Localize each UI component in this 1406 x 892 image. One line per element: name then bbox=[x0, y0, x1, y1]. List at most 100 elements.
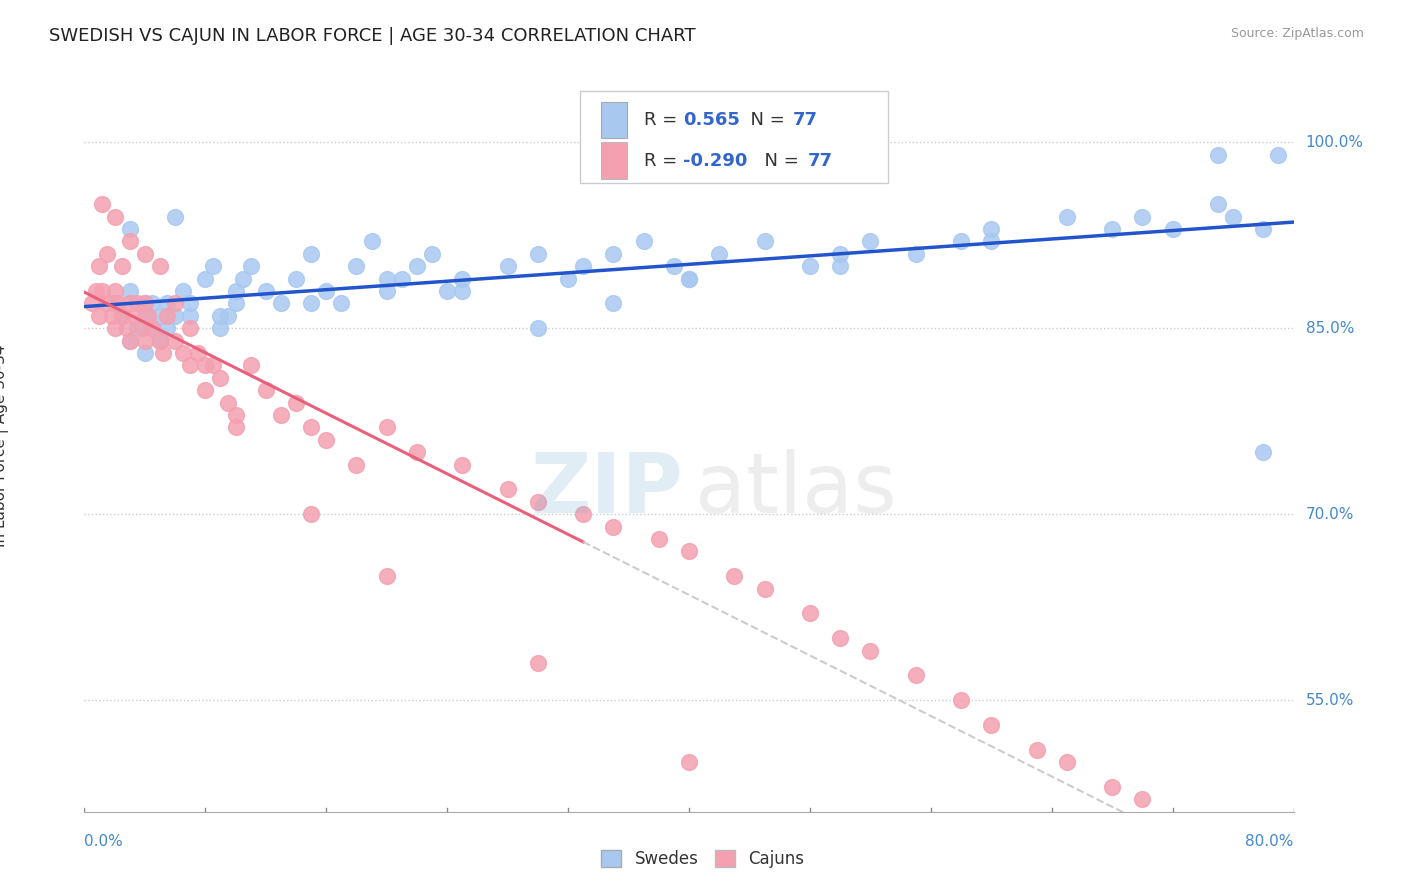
Text: In Labor Force | Age 30-34: In Labor Force | Age 30-34 bbox=[0, 344, 10, 548]
Point bbox=[557, 271, 579, 285]
Point bbox=[134, 346, 156, 360]
Point bbox=[1222, 210, 1244, 224]
Point bbox=[527, 247, 550, 261]
Point bbox=[187, 346, 209, 360]
Point bbox=[451, 458, 474, 472]
Point bbox=[709, 247, 731, 261]
Point bbox=[179, 309, 201, 323]
Point bbox=[1101, 780, 1123, 794]
Point bbox=[172, 284, 194, 298]
Point bbox=[111, 259, 134, 273]
Point bbox=[980, 718, 1002, 732]
Point bbox=[1206, 147, 1229, 161]
Point bbox=[799, 607, 821, 621]
Point bbox=[406, 445, 429, 459]
Text: N =: N = bbox=[754, 152, 804, 169]
Point bbox=[754, 582, 776, 596]
Point bbox=[165, 309, 187, 323]
Point bbox=[859, 235, 882, 249]
Point bbox=[904, 668, 927, 682]
Point bbox=[285, 395, 308, 409]
Point bbox=[1267, 147, 1289, 161]
Point bbox=[149, 334, 172, 348]
Point bbox=[239, 259, 262, 273]
Point bbox=[209, 309, 232, 323]
Point bbox=[330, 296, 353, 310]
Point bbox=[111, 309, 134, 323]
Point bbox=[127, 296, 149, 310]
Point bbox=[89, 259, 111, 273]
Point bbox=[375, 420, 398, 434]
Point bbox=[225, 284, 247, 298]
Text: R =: R = bbox=[644, 112, 683, 129]
Text: 0.0%: 0.0% bbox=[84, 834, 124, 849]
Text: -0.290: -0.290 bbox=[683, 152, 747, 169]
Point bbox=[104, 284, 127, 298]
Point bbox=[209, 321, 232, 335]
Point bbox=[496, 483, 519, 497]
Point bbox=[830, 631, 852, 645]
Point bbox=[830, 247, 852, 261]
Point bbox=[86, 284, 108, 298]
Point bbox=[602, 296, 624, 310]
Point bbox=[315, 284, 337, 298]
Point bbox=[678, 544, 700, 558]
Point bbox=[118, 235, 141, 249]
Point bbox=[723, 569, 745, 583]
Point bbox=[194, 383, 217, 397]
Point bbox=[239, 359, 262, 373]
Point bbox=[225, 420, 247, 434]
Point bbox=[1130, 210, 1153, 224]
Point bbox=[134, 296, 156, 310]
Point bbox=[107, 296, 129, 310]
Text: 100.0%: 100.0% bbox=[1306, 135, 1364, 150]
Point bbox=[830, 259, 852, 273]
Text: ZIP: ZIP bbox=[530, 450, 683, 531]
Point bbox=[602, 247, 624, 261]
Point bbox=[89, 309, 111, 323]
Point bbox=[80, 296, 103, 310]
Point bbox=[104, 321, 127, 335]
Point bbox=[100, 309, 122, 323]
Point bbox=[1056, 755, 1078, 769]
Text: 77: 77 bbox=[793, 112, 818, 129]
Legend: Swedes, Cajuns: Swedes, Cajuns bbox=[595, 843, 811, 875]
Point bbox=[91, 284, 114, 298]
Point bbox=[179, 296, 201, 310]
Point bbox=[232, 271, 254, 285]
Point bbox=[118, 334, 141, 348]
Point bbox=[179, 321, 201, 335]
Point bbox=[270, 408, 292, 422]
Point bbox=[156, 296, 179, 310]
Point bbox=[118, 222, 141, 236]
Point bbox=[346, 458, 368, 472]
Point bbox=[754, 235, 776, 249]
Text: SWEDISH VS CAJUN IN LABOR FORCE | AGE 30-34 CORRELATION CHART: SWEDISH VS CAJUN IN LABOR FORCE | AGE 30… bbox=[49, 27, 696, 45]
Point bbox=[127, 321, 149, 335]
Point bbox=[406, 259, 429, 273]
Point bbox=[572, 259, 595, 273]
Point bbox=[149, 309, 172, 323]
Point bbox=[115, 321, 138, 335]
Point bbox=[572, 507, 595, 521]
Point bbox=[451, 284, 474, 298]
Point bbox=[201, 359, 224, 373]
Point bbox=[194, 271, 217, 285]
Point bbox=[104, 210, 127, 224]
Point bbox=[980, 235, 1002, 249]
Text: 70.0%: 70.0% bbox=[1306, 507, 1354, 522]
Point bbox=[1056, 210, 1078, 224]
Point bbox=[299, 296, 322, 310]
Point bbox=[633, 235, 655, 249]
Point bbox=[217, 395, 239, 409]
Point bbox=[360, 235, 382, 249]
Point bbox=[315, 433, 337, 447]
Point bbox=[156, 309, 179, 323]
Point bbox=[904, 247, 927, 261]
Point bbox=[1101, 222, 1123, 236]
Point bbox=[980, 222, 1002, 236]
Point bbox=[375, 271, 398, 285]
Point bbox=[648, 532, 671, 546]
Point bbox=[118, 334, 141, 348]
Point bbox=[152, 346, 174, 360]
